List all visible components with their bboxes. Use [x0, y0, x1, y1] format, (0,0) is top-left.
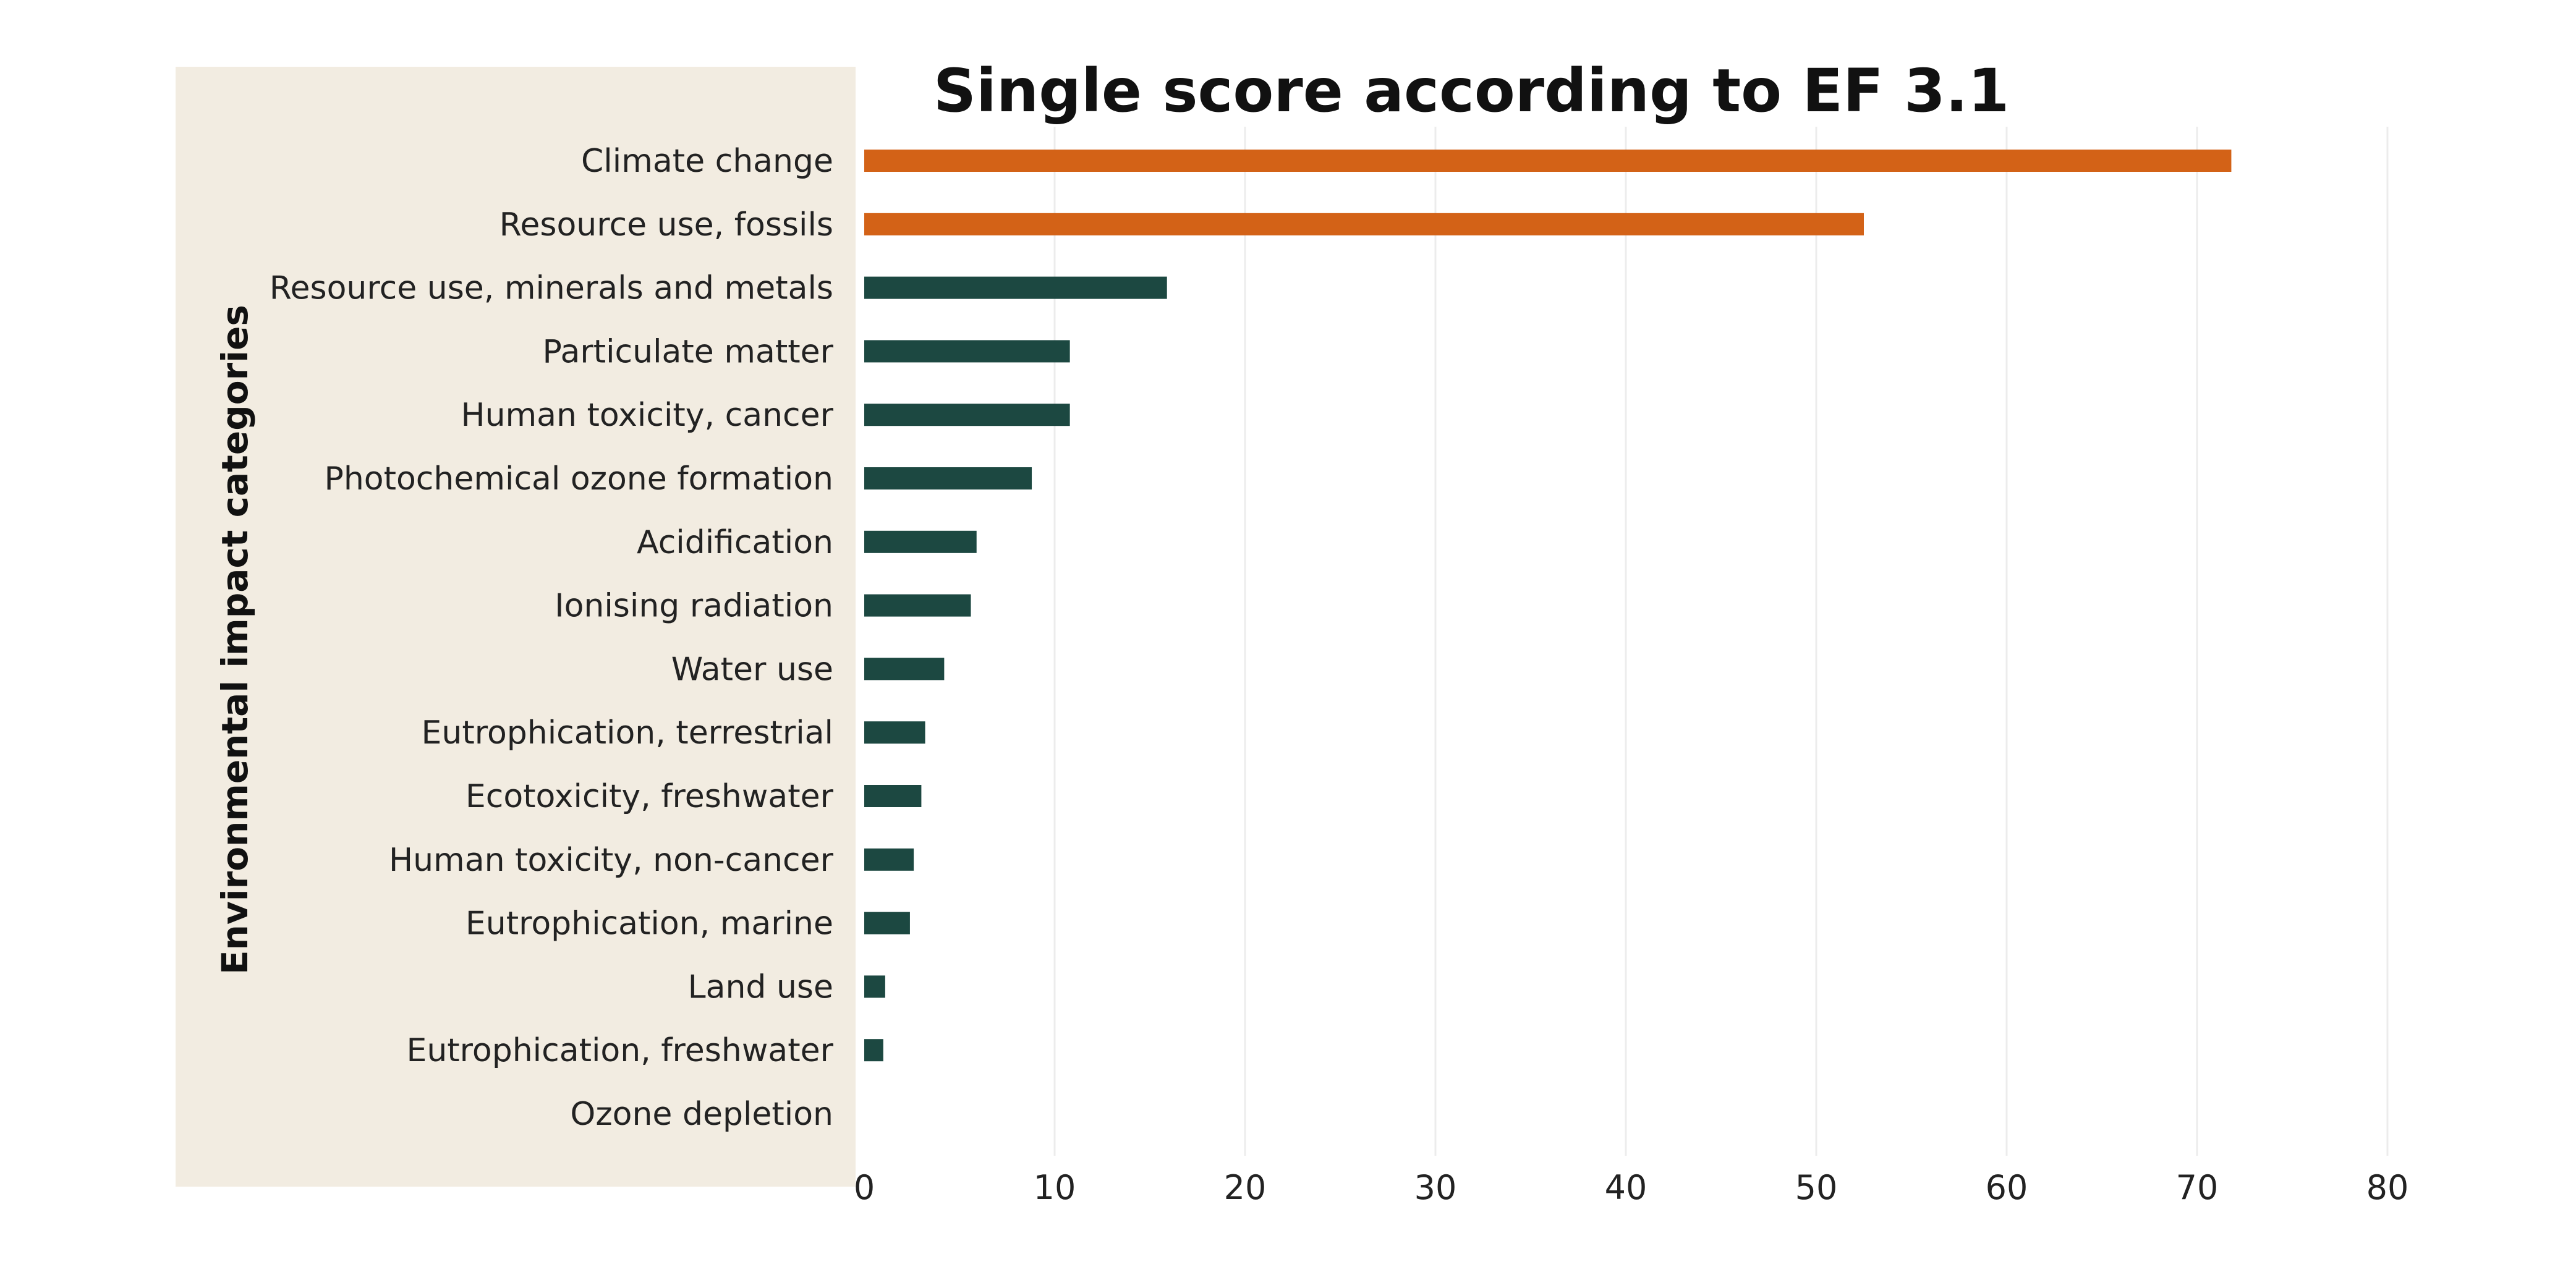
bar — [864, 150, 2232, 172]
bar — [864, 1039, 883, 1062]
x-tick-label: 30 — [1414, 1168, 1457, 1207]
bar — [864, 213, 1864, 235]
x-tick-label: 60 — [1986, 1168, 2028, 1207]
chart-title: Single score according to EF 3.1 — [933, 56, 2009, 125]
bar — [864, 594, 971, 617]
category-label: Resource use, fossils — [499, 206, 833, 244]
y-axis-label: Environmental impact categories — [214, 305, 256, 975]
gridlines — [1053, 127, 2389, 1156]
bar — [864, 276, 1167, 299]
bar — [864, 975, 885, 998]
x-tick-label: 70 — [2176, 1168, 2219, 1207]
category-label: Human toxicity, non-cancer — [389, 842, 834, 879]
x-tick-label: 80 — [2366, 1168, 2409, 1207]
category-labels: Climate change Resource use, fossils Resou… — [270, 143, 834, 1133]
x-tick-label: 0 — [854, 1168, 875, 1207]
category-label-panel — [176, 67, 856, 1187]
x-tick-label: 50 — [1795, 1168, 1838, 1207]
bars — [864, 150, 2232, 1062]
category-label: Photochemical ozone formation — [324, 460, 833, 498]
bar — [864, 721, 925, 744]
bar — [864, 340, 1070, 363]
bar — [864, 404, 1070, 426]
category-label: Resource use, minerals and metals — [270, 270, 833, 307]
category-label: Ozone depletion — [570, 1096, 833, 1133]
category-label: Eutrophication, freshwater — [406, 1032, 833, 1069]
bar — [864, 848, 914, 871]
category-label: Water use — [671, 651, 833, 688]
category-label: Ionising radiation — [555, 588, 833, 625]
bar — [864, 658, 945, 680]
bar — [864, 467, 1032, 489]
x-tick-labels: 0 10 20 30 40 50 60 70 80 — [854, 1168, 2409, 1207]
category-label: Human toxicity, cancer — [461, 397, 833, 434]
x-tick-label: 10 — [1034, 1168, 1076, 1207]
category-label: Climate change — [581, 143, 833, 180]
x-tick-label: 40 — [1605, 1168, 1647, 1207]
bar — [864, 912, 910, 934]
category-label: Acidification — [637, 524, 833, 561]
category-label: Eutrophication, marine — [465, 905, 833, 943]
category-label: Land use — [688, 968, 833, 1006]
bar — [864, 530, 977, 553]
category-label: Eutrophication, terrestrial — [422, 714, 833, 752]
bar — [864, 785, 922, 807]
category-label: Ecotoxicity, freshwater — [465, 778, 834, 815]
x-tick-label: 20 — [1224, 1168, 1267, 1207]
category-label: Particulate matter — [542, 333, 833, 370]
